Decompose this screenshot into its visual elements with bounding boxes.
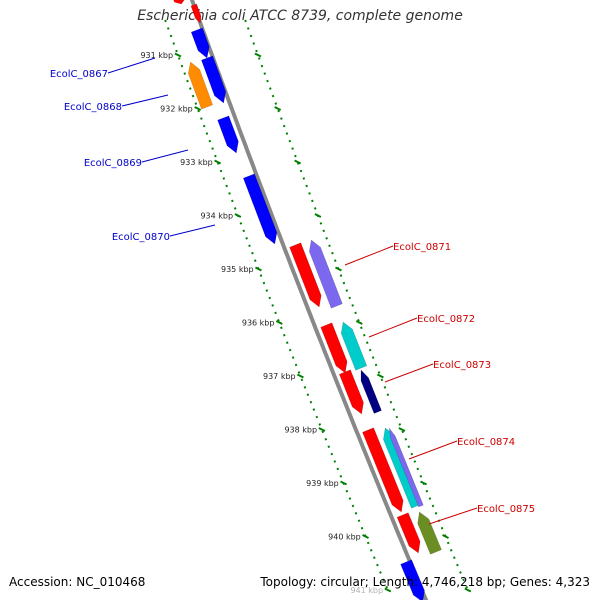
major-tick (362, 534, 369, 539)
gene-arrow (362, 427, 404, 513)
scale-label: 933 kbp (180, 158, 213, 167)
leader-line (408, 440, 458, 460)
gene-label-layer: EcolC_0867 EcolC_0868 EcolC_0869 EcolC_0870… (50, 57, 535, 525)
gene-label: EcolC_0868 (64, 102, 122, 113)
gene-label: EcolC_0869 (84, 158, 142, 169)
major-tick (340, 480, 347, 486)
gene-label: EcolC_0872 (417, 314, 475, 325)
major-tick (318, 427, 326, 432)
gene-arrow (400, 559, 425, 600)
leader-line (344, 245, 394, 266)
scale-label: 941 kbp (350, 586, 383, 595)
major-tick (174, 52, 182, 58)
genome-stats-text: Topology: circular; Length: 4,746,218 bp… (260, 575, 590, 589)
tick-layer (164, 19, 472, 593)
accession-text: Accession: NC_010468 (9, 575, 146, 589)
gene-label: EcolC_0873 (433, 360, 491, 371)
major-tick (355, 320, 363, 325)
gene-label: EcolC_0875 (477, 504, 535, 515)
gene-label: EcolC_0870 (112, 232, 170, 243)
map-title: Escherichia coli ATCC 8739, complete gen… (137, 8, 463, 24)
scale-label: 936 kbp (242, 319, 275, 328)
major-tick (255, 266, 262, 272)
gene-arrow (289, 242, 322, 308)
gene-arrow (320, 322, 348, 374)
major-tick (274, 106, 282, 111)
major-tick (314, 213, 322, 218)
major-tick (275, 320, 283, 325)
gene-label: EcolC_0867 (50, 69, 108, 80)
gene-arrow (338, 369, 364, 415)
major-tick (194, 106, 202, 111)
gene-arrow (201, 55, 227, 104)
major-tick (294, 159, 302, 165)
gene-arrow (242, 173, 278, 245)
major-tick (464, 587, 472, 593)
leader-line (384, 363, 434, 383)
scale-label: 934 kbp (200, 212, 233, 221)
gene-arrow (388, 427, 424, 508)
gene-label: EcolC_0871 (393, 242, 451, 253)
scale-label-layer: 931 kbp 932 kbp 933 kbp 934 kbp 935 kbp 936 k… (140, 51, 383, 595)
major-tick (214, 159, 222, 165)
backbone-line (189, 0, 429, 600)
gene-arrow (190, 27, 210, 59)
inner-tick-track (164, 19, 389, 591)
backbone-layer (189, 0, 429, 600)
major-tick (296, 373, 304, 379)
scale-label: 939 kbp (306, 479, 339, 488)
leader-line (141, 149, 189, 163)
major-tick (254, 52, 262, 58)
leader-line (169, 224, 216, 237)
gene-label: EcolC_0874 (457, 437, 515, 448)
gene-arrow (173, 0, 185, 5)
outer-tick-track (244, 19, 469, 591)
gene-arrow (188, 61, 214, 110)
leader-line (428, 507, 478, 525)
major-tick (234, 213, 242, 218)
major-tick (335, 266, 342, 272)
gene-arrow (396, 512, 421, 554)
scale-label: 935 kbp (221, 265, 254, 274)
gene-arrow (360, 369, 382, 414)
major-tick (398, 427, 406, 432)
feature-layer (173, 0, 442, 600)
scale-label: 940 kbp (328, 533, 361, 542)
major-tick (420, 480, 427, 486)
scale-label: 932 kbp (160, 105, 193, 114)
gene-arrow (217, 115, 239, 154)
scale-label: 938 kbp (284, 426, 317, 435)
major-tick (384, 587, 392, 593)
leader-line (107, 57, 156, 74)
gene-arrow (309, 239, 343, 309)
gene-arrow (417, 511, 442, 555)
major-tick (376, 373, 384, 379)
gene-arrow (340, 321, 368, 371)
scale-label: 937 kbp (263, 372, 296, 381)
leader-line (368, 317, 418, 338)
major-tick (442, 534, 449, 539)
gene-arrow (190, 3, 202, 24)
leader-line (121, 94, 169, 107)
scale-label: 931 kbp (140, 51, 173, 60)
